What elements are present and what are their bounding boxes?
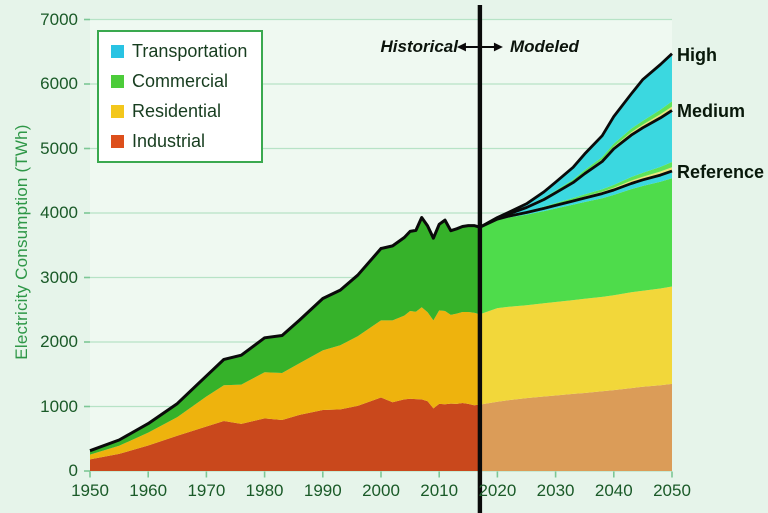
- scenario-line-reference: [479, 169, 673, 229]
- legend-item-industrial: Industrial: [111, 131, 247, 152]
- arrow-right-head-icon: [493, 42, 503, 52]
- legend-label-transportation: Transportation: [132, 41, 248, 61]
- scenario-line-medium: [479, 109, 673, 229]
- arrow-left-head-icon: [456, 42, 466, 52]
- x-tick-label-2020: 2020: [478, 481, 517, 500]
- area-reference-commercial: [479, 178, 672, 315]
- legend-swatch-commercial-icon: [111, 75, 124, 88]
- x-tick-label-2000: 2000: [362, 481, 400, 500]
- area-historical-residential: [90, 307, 480, 460]
- legend-swatch-industrial-icon: [111, 135, 124, 148]
- legend-swatch-residential-icon: [111, 105, 124, 118]
- x-tick-label-1980: 1980: [245, 481, 284, 500]
- area-medium-transportation-increment: [479, 110, 672, 228]
- y-tick-label-6000: 6000: [40, 74, 78, 93]
- x-tick-label-1990: 1990: [303, 481, 342, 500]
- area-reference-industrial: [479, 383, 672, 471]
- area-reference-residential: [479, 286, 672, 405]
- x-tick-label-2030: 2030: [536, 481, 575, 500]
- area-historical-industrial: [90, 397, 480, 471]
- scenario-label-reference: Reference: [677, 162, 765, 183]
- x-tick-label-1970: 1970: [187, 481, 226, 500]
- legend-label-industrial: Industrial: [132, 131, 206, 151]
- y-tick-label-0: 0: [68, 461, 78, 480]
- x-tick-label-1950: 1950: [71, 481, 109, 500]
- historical-total-line: [89, 216, 481, 453]
- legend-label-commercial: Commercial: [132, 71, 229, 91]
- scenario-label-medium: Medium: [677, 101, 746, 122]
- legend-item-transportation: Transportation: [111, 41, 247, 62]
- legend-label-residential: Residential: [132, 101, 222, 121]
- y-tick-label-4000: 4000: [40, 203, 78, 222]
- scenario-line-high: [479, 52, 673, 229]
- y-tick-label-7000: 7000: [40, 9, 78, 29]
- y-tick-label-2000: 2000: [40, 332, 78, 351]
- x-tick-label-2010: 2010: [420, 481, 459, 500]
- y-tick-label-3000: 3000: [40, 267, 78, 287]
- legend-swatch-transportation-icon: [111, 45, 124, 58]
- legend-item-commercial: Commercial: [111, 71, 247, 92]
- y-tick-label-1000: 1000: [40, 396, 78, 416]
- x-tick-label-2050: 2050: [653, 481, 691, 500]
- historical-annotation: Historical: [380, 37, 458, 56]
- legend: Transportation Commercial Residential Indus…: [97, 30, 264, 163]
- y-tick-label-5000: 5000: [40, 138, 78, 158]
- x-tick-label-2040: 2040: [594, 481, 633, 500]
- x-tick-label-1960: 1960: [129, 481, 168, 500]
- legend-item-residential: Residential: [111, 101, 247, 122]
- modeled-annotation: Modeled: [510, 37, 579, 56]
- divider-line: [477, 5, 483, 513]
- scenario-label-high: High: [677, 44, 717, 65]
